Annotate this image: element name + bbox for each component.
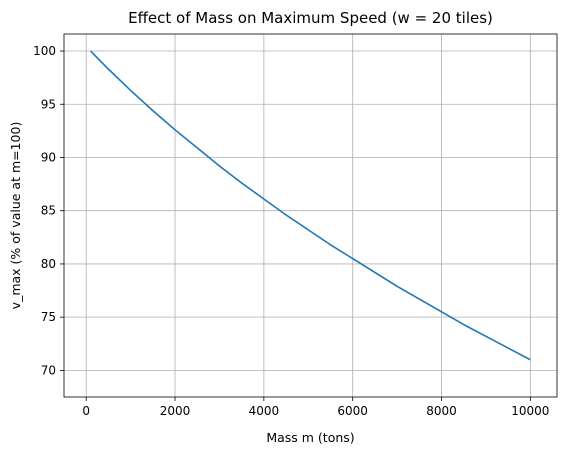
- y-tick-label: 70: [41, 363, 56, 377]
- y-tick-label: 80: [41, 257, 56, 271]
- series-layer: [90, 50, 531, 361]
- chart-title: Effect of Mass on Maximum Speed (w = 20 …: [128, 9, 493, 27]
- y-tick-label: 85: [41, 204, 56, 218]
- x-tick-label: 8000: [426, 404, 457, 418]
- y-tick-label: 95: [41, 97, 56, 111]
- axis-ticks: 0 2000 4000 6000 8000 10000 70 75 80 85 90 95 100: [33, 44, 549, 418]
- x-tick-label: 10000: [511, 404, 549, 418]
- x-tick-label: 6000: [337, 404, 368, 418]
- x-tick-label: 4000: [249, 404, 280, 418]
- series-line: [90, 50, 531, 361]
- y-tick-label: 75: [41, 310, 56, 324]
- y-tick-label: 100: [33, 44, 56, 58]
- plot-frame: [63, 33, 558, 398]
- y-tick-label: 90: [41, 150, 56, 164]
- x-tick-label: 2000: [160, 404, 191, 418]
- y-axis-label: v_max (% of value at m=100): [8, 122, 23, 310]
- x-axis-label: Mass m (tons): [266, 430, 354, 445]
- x-tick-label: 0: [82, 404, 90, 418]
